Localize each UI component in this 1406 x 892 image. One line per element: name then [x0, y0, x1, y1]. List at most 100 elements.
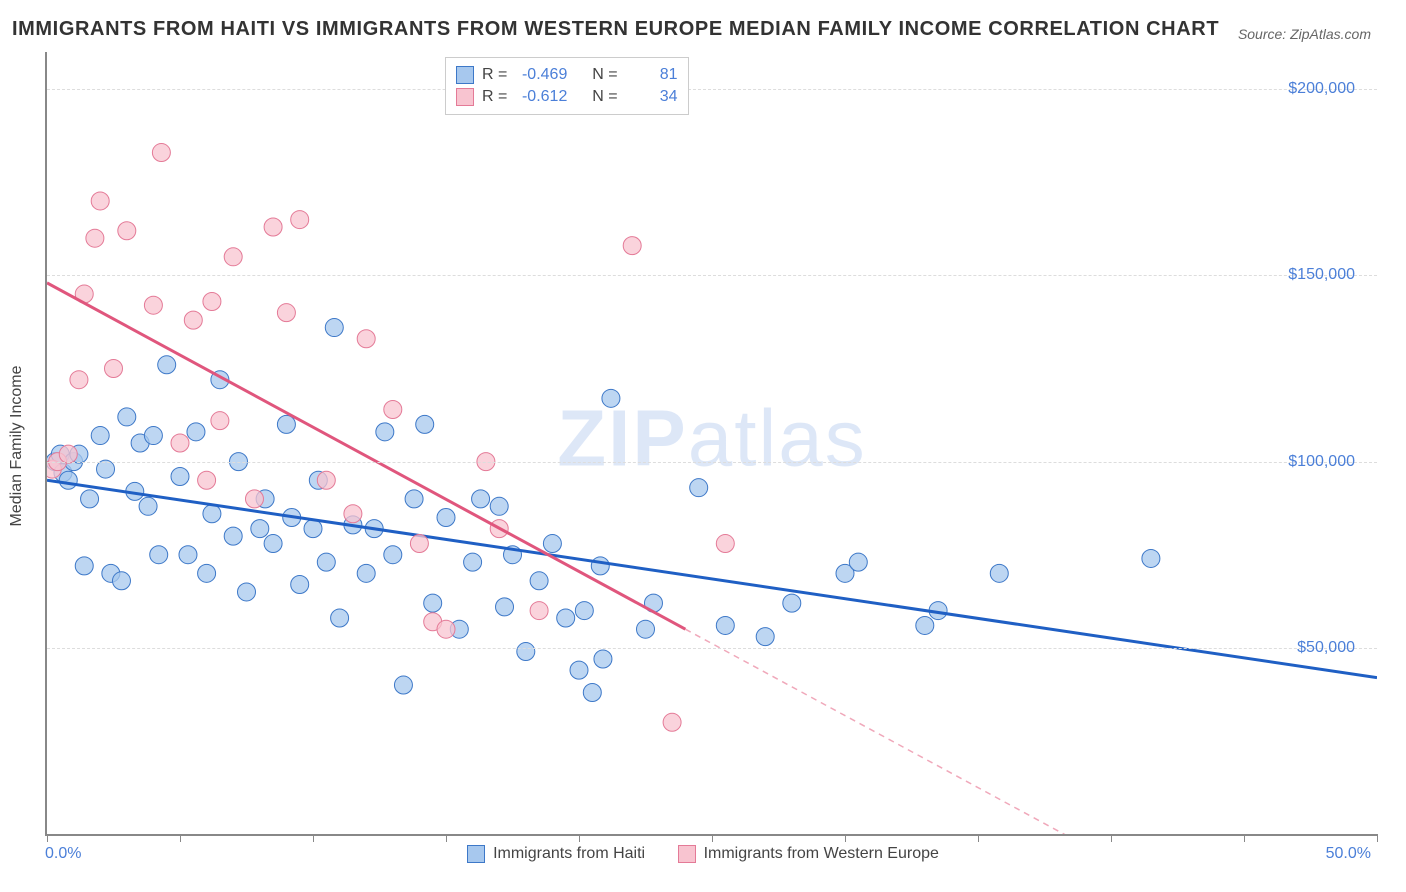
data-point [317, 471, 335, 489]
data-point [97, 460, 115, 478]
data-point [75, 557, 93, 575]
data-point [575, 602, 593, 620]
data-point [81, 490, 99, 508]
data-point [464, 553, 482, 571]
data-point [325, 319, 343, 337]
data-point [171, 468, 189, 486]
data-point [530, 572, 548, 590]
data-point [783, 594, 801, 612]
data-point [70, 371, 88, 389]
data-point [291, 211, 309, 229]
gridline [47, 462, 1377, 463]
data-point [224, 527, 242, 545]
data-point [118, 222, 136, 240]
data-point [264, 535, 282, 553]
x-tick [1377, 834, 1378, 842]
data-point [158, 356, 176, 374]
legend-item-haiti: Immigrants from Haiti [467, 845, 645, 863]
x-tick [712, 834, 713, 842]
data-point [317, 553, 335, 571]
data-point [849, 553, 867, 571]
data-point [376, 423, 394, 441]
data-point [530, 602, 548, 620]
data-point [405, 490, 423, 508]
source-attribution: Source: ZipAtlas.com [1238, 26, 1371, 42]
legend-item-weurope: Immigrants from Western Europe [678, 845, 939, 863]
data-point [716, 535, 734, 553]
y-tick-label: $50,000 [1297, 639, 1355, 657]
correlation-legend: R = -0.469 N = 81 R = -0.612 N = 34 [445, 57, 689, 115]
n-value: 34 [626, 88, 678, 106]
data-point [1142, 549, 1160, 567]
plot-svg [47, 52, 1377, 834]
data-point [663, 713, 681, 731]
y-tick-label: $150,000 [1288, 266, 1355, 284]
x-tick [47, 834, 48, 842]
data-point [203, 292, 221, 310]
x-tick [180, 834, 181, 842]
data-point [171, 434, 189, 452]
data-point [238, 583, 256, 601]
x-tick [313, 834, 314, 842]
swatch-pink [678, 845, 696, 863]
legend-row-weurope: R = -0.612 N = 34 [456, 86, 678, 108]
data-point [384, 546, 402, 564]
data-point [277, 304, 295, 322]
data-point [394, 676, 412, 694]
data-point [291, 576, 309, 594]
data-point [472, 490, 490, 508]
legend-row-haiti: R = -0.469 N = 81 [456, 64, 678, 86]
data-point [118, 408, 136, 426]
y-tick-label: $200,000 [1288, 80, 1355, 98]
chart-container: { "title": "IMMIGRANTS FROM HAITI VS IMM… [0, 0, 1406, 892]
data-point [990, 564, 1008, 582]
data-point [344, 505, 362, 523]
gridline [47, 89, 1377, 90]
legend-label: Immigrants from Western Europe [704, 845, 939, 863]
x-tick [1244, 834, 1245, 842]
data-point [410, 535, 428, 553]
data-point [139, 497, 157, 515]
legend-label: Immigrants from Haiti [493, 845, 645, 863]
data-point [203, 505, 221, 523]
x-tick [1111, 834, 1112, 842]
data-point [264, 218, 282, 236]
data-point [152, 144, 170, 162]
data-point [179, 546, 197, 564]
r-value: -0.612 [515, 88, 567, 106]
series-legend: Immigrants from Haiti Immigrants from We… [0, 845, 1406, 868]
data-point [384, 400, 402, 418]
swatch-blue [456, 66, 474, 84]
data-point [144, 427, 162, 445]
data-point [583, 683, 601, 701]
data-point [112, 572, 130, 590]
gridline [47, 275, 1377, 276]
data-point [357, 564, 375, 582]
trend-line-extrapolated [685, 629, 1084, 834]
data-point [150, 546, 168, 564]
data-point [198, 471, 216, 489]
n-label: N = [592, 66, 617, 84]
data-point [105, 360, 123, 378]
data-point [277, 415, 295, 433]
data-point [490, 497, 508, 515]
data-point [184, 311, 202, 329]
data-point [517, 643, 535, 661]
data-point [59, 471, 77, 489]
data-point [91, 427, 109, 445]
r-value: -0.469 [515, 66, 567, 84]
r-label: R = [482, 66, 507, 84]
n-value: 81 [626, 66, 678, 84]
gridline [47, 648, 1377, 649]
data-point [224, 248, 242, 266]
data-point [304, 520, 322, 538]
data-point [251, 520, 269, 538]
chart-title: IMMIGRANTS FROM HAITI VS IMMIGRANTS FROM… [12, 18, 1219, 41]
data-point [437, 620, 455, 638]
data-point [357, 330, 375, 348]
r-label: R = [482, 88, 507, 106]
plot-area: ZIPatlas $50,000$100,000$150,000$200,000 [45, 52, 1377, 836]
data-point [557, 609, 575, 627]
y-axis-label: Median Family Income [8, 366, 26, 527]
data-point [570, 661, 588, 679]
